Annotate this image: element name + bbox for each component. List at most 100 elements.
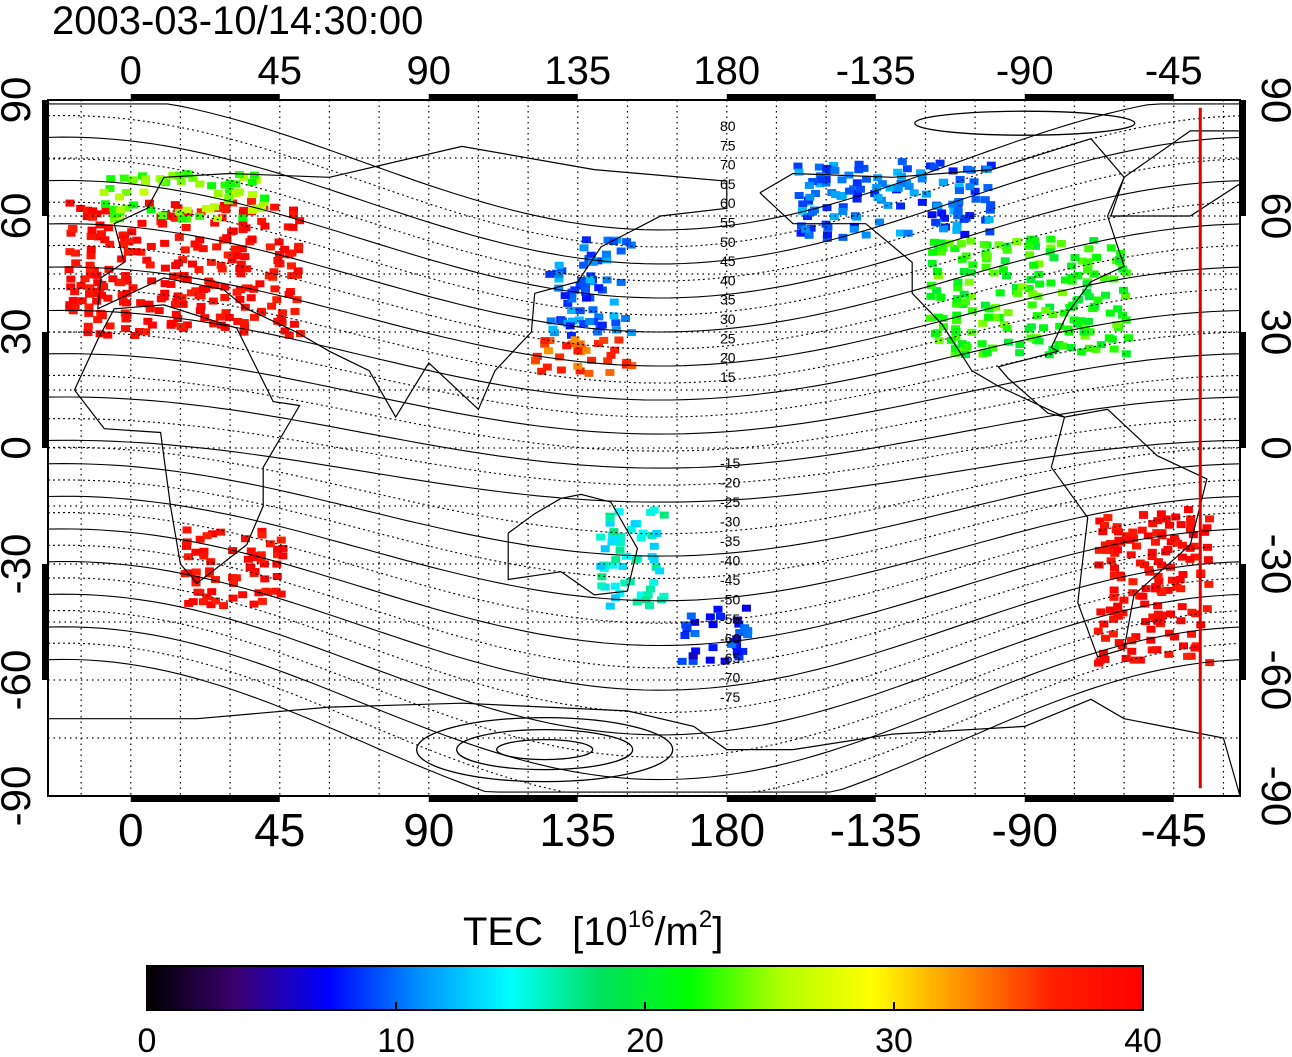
tec-cell [596,562,606,570]
north-pole-contour [914,110,1136,136]
tec-cell [143,317,153,325]
tec-cell [131,248,141,256]
tec-cell [909,189,919,197]
x-tick-label: -45 [1141,804,1207,856]
tec-cell [191,568,201,576]
tec-cell [622,358,632,366]
tec-cell [854,160,864,168]
tec-cell [99,283,109,291]
tec-cell [182,215,192,223]
tec-cell [239,328,249,336]
tec-cell [893,184,903,192]
tec-cell [611,594,621,602]
tec-cell [288,223,298,231]
tec-cell [240,322,250,330]
tec-cell [271,587,281,595]
tec-cell [1140,600,1150,608]
tec-cell [195,535,205,543]
tec-cell [981,263,991,271]
tec-cell [1049,254,1059,262]
tec-cell [277,309,287,317]
tec-cell [1124,334,1134,342]
tec-cell [87,226,97,234]
contour-line [48,560,1240,691]
tec-cell [286,262,296,270]
contour-label: 35 [720,292,736,308]
tec-cell [574,316,584,324]
tec-cell [1077,348,1087,356]
tec-cell [195,236,205,244]
tec-cell [554,261,564,269]
tec-cell [594,313,604,321]
tec-cell [127,228,137,236]
tec-cell [1061,276,1071,284]
colorbar-title: TEC [1016/m2] [463,906,723,954]
tec-cell [1112,321,1122,329]
tec-cell [1070,253,1080,261]
tec-cell [115,193,125,201]
tec-cell [220,293,230,301]
tec-cell [1163,586,1173,594]
tec-cell [985,228,995,236]
tec-cell [586,251,596,259]
tec-cell [141,328,151,336]
tec-cell [872,184,882,192]
tec-cell [1083,266,1093,274]
tec-cell [897,158,907,166]
tec-cell [1127,647,1137,655]
tec-cell [568,317,578,325]
tec-cell [966,293,976,301]
tec-cell [602,256,612,264]
tec-cell [1041,307,1051,315]
tec-cell [831,191,841,199]
tec-cell [1046,244,1056,252]
tec-cell [649,578,659,586]
tec-cell [65,301,75,309]
tec-cell [927,211,937,219]
tec-cell [198,285,208,293]
y-tick-label: 0 [0,436,39,459]
tec-cell [932,267,942,275]
tec-cell [205,205,215,213]
tec-cell [1190,644,1200,652]
tec-cell [158,177,168,185]
tec-cell [208,297,218,305]
timestamp-title: 2003-03-10/14:30:00 [52,0,423,43]
tec-cell [1013,289,1023,297]
tec-cell [132,236,142,244]
tec-cell [960,230,970,238]
tec-cell [1083,317,1093,325]
tec-cell [720,657,730,665]
tec-cell [105,185,115,193]
tec-cell [978,319,988,327]
tec-cell [959,290,969,298]
continent-outline [73,304,301,585]
tec-cell [248,191,258,199]
tec-cell [1044,351,1054,359]
tec-cell [929,238,939,246]
tec-cell [270,203,280,211]
tec-cell [128,284,138,292]
tec-cell [1098,528,1108,536]
tec-cell [545,337,555,345]
tec-cell [106,175,116,183]
tec-cell [638,529,648,537]
tec-cell [837,176,847,184]
tec-cell [616,278,626,286]
tec-cell [1116,250,1126,258]
tec-cell [964,278,974,286]
tec-cell [1185,526,1195,534]
contour-label: -70 [720,670,740,686]
tec-cell [284,331,294,339]
colorbar-unit-mid: /m [654,910,698,954]
tec-cell [246,547,256,555]
tec-cell [1146,636,1156,644]
tec-cell [182,321,192,329]
tec-cell [85,284,95,292]
tec-cell [603,236,613,244]
tec-cell [1110,542,1120,550]
tec-cell [273,551,283,559]
tec-cell [931,218,941,226]
tec-cell [190,240,200,248]
contour-line [48,418,1240,486]
